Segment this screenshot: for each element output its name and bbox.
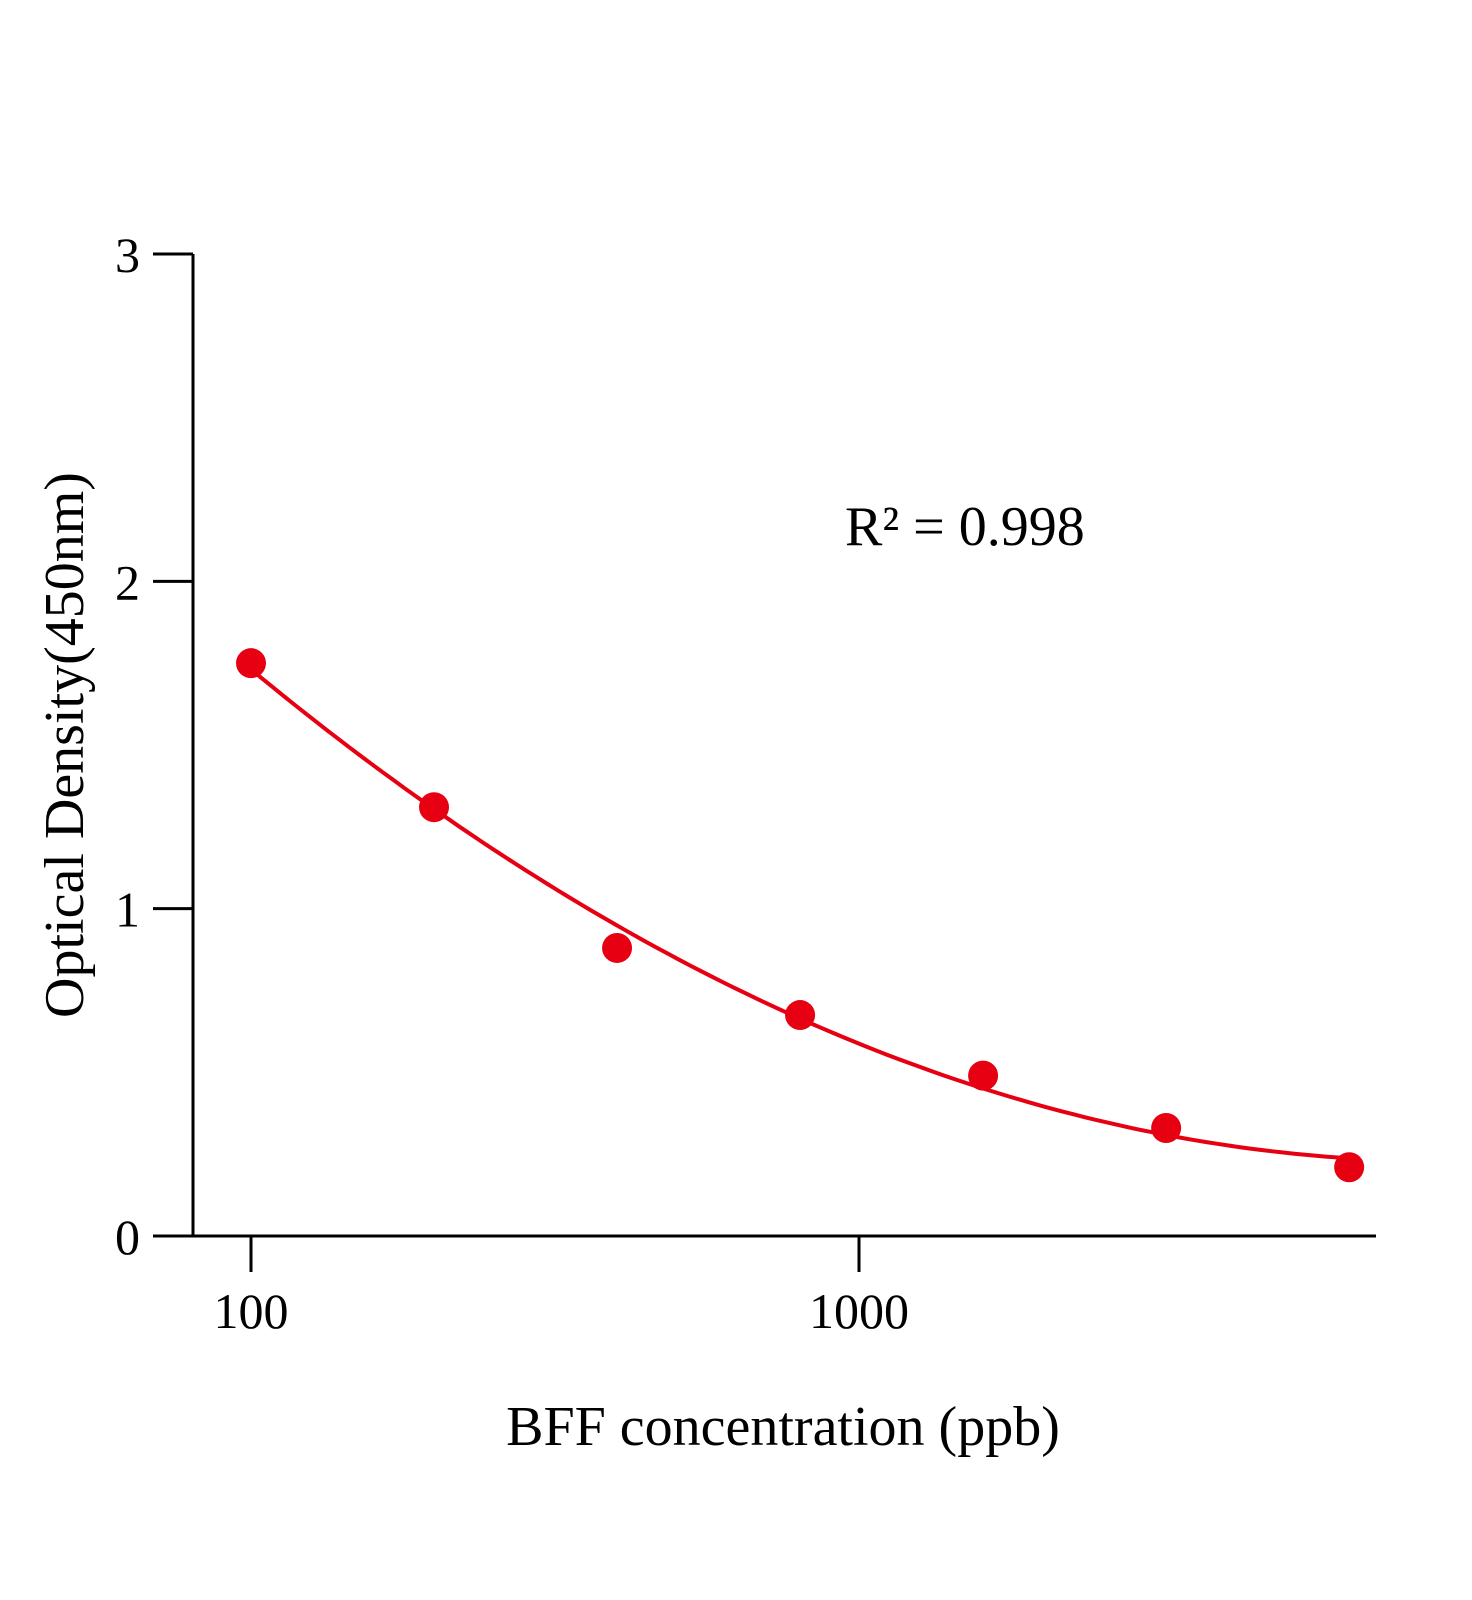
axes: 0 1 2 3 100 1000 — [115, 227, 1376, 1339]
y-tick-label: 2 — [115, 554, 140, 610]
data-points — [236, 648, 1365, 1183]
data-point — [419, 792, 450, 823]
r-squared-annotation: R² = 0.998 — [845, 496, 1085, 558]
x-axis-label: BFF concentration (ppb) — [506, 1396, 1060, 1458]
fit-curve — [249, 667, 1350, 1161]
data-point — [968, 1060, 999, 1091]
y-tick-label: 3 — [115, 227, 140, 283]
y-axis-label: Optical Density(450nm) — [34, 472, 96, 1018]
data-point — [1334, 1152, 1365, 1183]
x-tick-label: 1000 — [809, 1283, 909, 1339]
data-point — [785, 1000, 816, 1031]
data-point — [1151, 1112, 1182, 1143]
x-tick-label: 100 — [214, 1283, 289, 1339]
data-point — [602, 932, 633, 963]
y-tick-label: 1 — [115, 882, 140, 938]
y-tick-label: 0 — [115, 1209, 140, 1265]
data-point — [236, 648, 266, 679]
